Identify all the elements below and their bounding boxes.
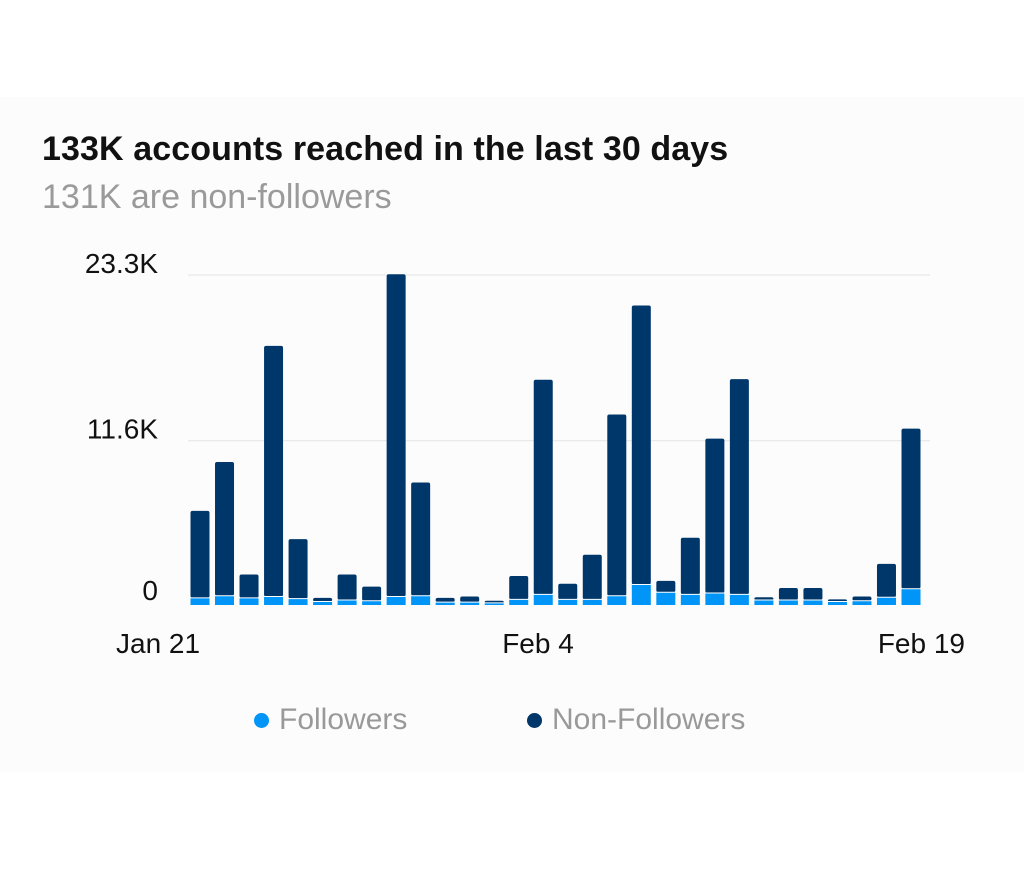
- bar-non-followers: [533, 379, 553, 595]
- bar-non-followers: [680, 537, 700, 595]
- bar-followers: [460, 602, 480, 605]
- y-axis-ticks: 0 11.6K 23.3K: [85, 248, 158, 606]
- bar-non-followers: [509, 575, 529, 600]
- bar-followers: [582, 599, 602, 605]
- reach-card: [0, 97, 1024, 772]
- legend-item-non-followers: Non-Followers: [527, 703, 745, 737]
- bar-non-followers: [215, 461, 235, 596]
- bar-non-followers: [901, 428, 921, 589]
- bar-non-followers: [729, 379, 749, 595]
- bar-followers: [239, 597, 259, 605]
- bar-non-followers: [264, 345, 284, 597]
- legend-label-followers: Followers: [279, 703, 408, 736]
- chart-subtitle: 131K are non-followers: [42, 178, 392, 216]
- bar-non-followers: [558, 583, 578, 600]
- bar-non-followers: [852, 596, 872, 601]
- bar-followers: [803, 600, 823, 605]
- x-tick-label: Jan 21: [116, 628, 200, 659]
- bar-followers: [264, 596, 284, 605]
- bar-non-followers: [631, 305, 651, 585]
- bar-non-followers: [435, 597, 455, 603]
- y-tick-label: 23.3K: [85, 248, 158, 279]
- bar-followers: [852, 600, 872, 605]
- chart-title: 133K accounts reached in the last 30 day…: [42, 130, 729, 168]
- bar-non-followers: [411, 482, 431, 596]
- bar-non-followers: [362, 586, 382, 601]
- bar-followers: [705, 592, 725, 605]
- followers-dot-icon: [254, 712, 269, 728]
- bar-followers: [558, 599, 578, 605]
- bar-non-followers: [484, 600, 504, 603]
- x-tick-label: Feb 4: [502, 628, 574, 659]
- bar-non-followers: [337, 574, 357, 601]
- x-tick-label: Feb 19: [878, 628, 965, 659]
- bar-non-followers: [827, 599, 847, 602]
- bar-non-followers: [705, 438, 725, 593]
- gridlines: [188, 274, 930, 442]
- bar-followers: [631, 584, 651, 605]
- legend-label-non-followers: Non-Followers: [552, 703, 746, 736]
- bar-followers: [729, 594, 749, 605]
- bar-non-followers: [190, 510, 210, 598]
- bar-non-followers: [803, 588, 823, 601]
- bar-followers: [313, 601, 333, 605]
- bar-non-followers: [778, 588, 798, 601]
- bar-non-followers: [656, 580, 676, 593]
- bar-followers: [876, 597, 896, 605]
- bar-non-followers: [876, 563, 896, 598]
- bar-followers: [386, 596, 406, 605]
- bar-followers: [288, 598, 308, 605]
- bar-followers: [411, 595, 431, 605]
- bar-followers: [754, 600, 774, 605]
- bar-non-followers: [607, 414, 627, 596]
- bar-followers: [509, 599, 529, 605]
- bar-followers: [484, 602, 504, 605]
- bar-non-followers: [313, 597, 333, 602]
- non-followers-dot-icon: [527, 712, 542, 728]
- bar-followers: [607, 595, 627, 605]
- bar-non-followers: [582, 554, 602, 600]
- y-tick-label: 0: [142, 575, 158, 606]
- legend-item-followers: Followers: [254, 703, 407, 737]
- x-axis-ticks: Jan 21 Feb 4 Feb 19: [116, 628, 965, 659]
- bar-followers: [680, 594, 700, 605]
- bar-non-followers: [386, 274, 406, 597]
- bar-followers: [533, 594, 553, 605]
- bar-followers: [435, 602, 455, 605]
- bar-followers: [337, 600, 357, 605]
- legend: Followers Non-Followers: [0, 703, 1024, 743]
- bars: [190, 274, 921, 605]
- bar-followers: [656, 592, 676, 605]
- bar-followers: [901, 588, 921, 605]
- bar-non-followers: [460, 596, 480, 603]
- y-tick-label: 11.6K: [87, 414, 158, 445]
- bar-followers: [362, 600, 382, 605]
- bar-non-followers: [754, 597, 774, 601]
- bar-followers: [215, 595, 235, 605]
- bar-non-followers: [239, 574, 259, 598]
- bar-followers: [190, 597, 210, 605]
- bar-followers: [827, 601, 847, 605]
- bar-non-followers: [288, 539, 308, 599]
- bar-followers: [778, 600, 798, 605]
